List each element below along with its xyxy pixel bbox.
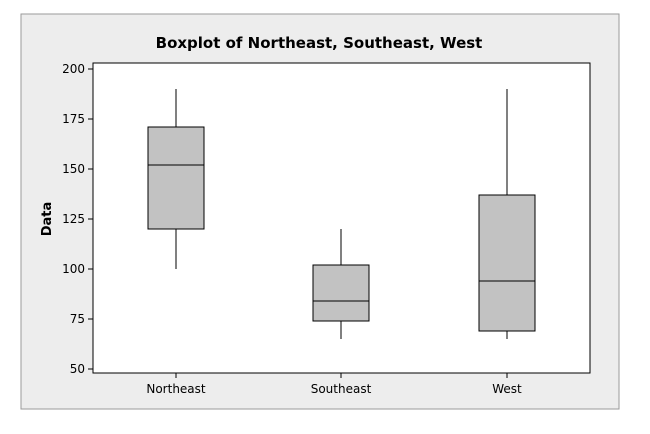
y-tick-label: 150 <box>62 162 85 176</box>
interquartile-box <box>312 264 370 322</box>
box-west <box>478 89 536 339</box>
x-axis: Northeast Southeast West <box>146 373 522 396</box>
y-tick-label: 200 <box>62 62 85 76</box>
interquartile-box <box>147 126 205 230</box>
x-tick-label: West <box>492 382 522 396</box>
y-tick-label: 100 <box>62 262 85 276</box>
interquartile-box <box>478 194 536 332</box>
y-axis: 50 75 100 125 150 175 200 <box>62 62 93 376</box>
box-series <box>147 89 536 339</box>
chart-title: Boxplot of Northeast, Southeast, West <box>156 34 483 52</box>
y-tick-label: 75 <box>70 312 85 326</box>
x-tick-label: Southeast <box>311 382 372 396</box>
y-axis-label: Data <box>40 202 55 237</box>
y-tick-label: 50 <box>70 362 85 376</box>
box-southeast <box>312 229 370 339</box>
y-tick-label: 125 <box>62 212 85 226</box>
y-tick-label: 175 <box>62 112 85 126</box>
box-northeast <box>147 89 205 269</box>
x-tick-label: Northeast <box>146 382 206 396</box>
